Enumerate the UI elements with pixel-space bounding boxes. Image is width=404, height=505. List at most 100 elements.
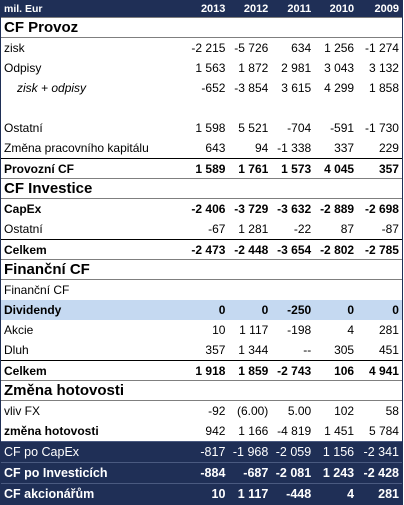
table-row: Dluh 357 1 344 -- 305 451 [1, 340, 402, 360]
value-cell: -2 889 [320, 202, 355, 216]
row-label: CapEx [4, 202, 42, 216]
value-cell: -5 726 [234, 41, 269, 55]
row-label: Ostatní [4, 222, 43, 236]
table-row: Ostatní -67 1 281 -22 87 -87 [1, 219, 402, 239]
value-cell: -1 274 [364, 41, 399, 55]
row-label: Změna pracovního kapitálu [4, 141, 149, 155]
value-cell: 1 117 [239, 323, 269, 337]
table-row: Celkem 1 918 1 859 -2 743 106 4 941 [1, 360, 402, 380]
section-title: CF Investice [4, 180, 93, 197]
value-cell: 106 [334, 363, 355, 378]
row-label: Ostatní [4, 121, 43, 135]
table-row: Celkem -2 473 -2 448 -3 654 -2 802 -2 785 [1, 239, 402, 259]
row-label: zisk + odpisy [17, 81, 87, 95]
value-cell: 281 [378, 323, 399, 337]
unit-label: mil. Eur [4, 2, 43, 15]
value-cell: -3 654 [277, 242, 312, 257]
value-cell: (6.00) [236, 404, 269, 418]
summary-row: CF akcionářům 10 1 117 -448 4 281 [1, 483, 402, 504]
value-cell: 4 941 [368, 363, 399, 378]
value-cell: 1 344 [238, 343, 269, 357]
table-row: Změna pracovního kapitálu 643 94 -1 338 337 2… [1, 138, 402, 158]
value-cell: -22 [293, 222, 312, 236]
summary-value: 281 [378, 487, 399, 501]
section-header: CF Provoz [1, 17, 402, 38]
row-label: Provozní CF [4, 161, 75, 176]
value-cell: 1 573 [281, 161, 312, 176]
summary-value: -2 341 [363, 445, 399, 459]
value-cell: 102 [334, 404, 355, 418]
value-cell: 643 [205, 141, 226, 155]
value-cell: 94 [254, 141, 269, 155]
section-header: Změna hotovosti [1, 380, 402, 401]
value-cell: -2 802 [320, 242, 355, 257]
summary-value: -2 059 [275, 445, 312, 459]
value-cell: -2 785 [364, 242, 399, 257]
value-cell: 1 256 [324, 41, 355, 55]
summary-value: 1 117 [237, 487, 269, 501]
summary-label: CF po CapEx [4, 445, 80, 459]
value-cell: -92 [208, 404, 226, 418]
value-cell: -1 730 [364, 121, 399, 135]
value-cell: -3 854 [234, 81, 269, 95]
value-cell: 5.00 [287, 404, 312, 418]
table-row: Ostatní 1 598 5 521 -704 -591 -1 730 [1, 118, 402, 138]
value-cell: 1 859 [238, 363, 269, 378]
row-label: Celkem [4, 363, 47, 378]
row-label: Celkem [4, 242, 47, 257]
value-cell: -2 698 [364, 202, 399, 216]
summary-label: CF po Investicích [4, 466, 108, 480]
value-cell: -3 729 [234, 202, 269, 216]
summary-value: -687 [243, 466, 269, 480]
value-cell: 451 [378, 343, 399, 357]
value-cell: -652 [201, 81, 226, 95]
value-cell: 1 166 [238, 424, 269, 438]
value-cell: 357 [205, 343, 226, 357]
value-cell: 1 598 [195, 121, 226, 135]
row-label: změna hotovosti [4, 424, 99, 438]
table-row [1, 98, 402, 118]
value-cell: -198 [287, 323, 312, 337]
value-cell: -250 [287, 303, 312, 317]
value-cell: 4 [347, 323, 355, 337]
value-cell: 634 [291, 41, 312, 55]
summary-label: CF akcionářům [4, 487, 95, 501]
value-cell: 4 299 [324, 81, 355, 95]
value-cell: -2 406 [191, 202, 226, 216]
year-header: 2011 [287, 2, 312, 15]
summary-value: 4 [347, 487, 355, 501]
summary-value: -2 428 [363, 466, 399, 480]
value-cell: 1 563 [195, 61, 226, 75]
value-cell: -2 448 [234, 242, 269, 257]
section-header: CF Investice [1, 178, 402, 199]
summary-value: 10 [211, 487, 226, 501]
value-cell: 10 [212, 323, 226, 337]
value-cell: -591 [330, 121, 355, 135]
value-cell: 0 [261, 303, 269, 317]
section-title: Změna hotovosti [4, 382, 125, 399]
value-cell: 1 872 [238, 61, 269, 75]
value-cell: -1 338 [277, 141, 312, 155]
summary-value: -2 081 [275, 466, 312, 480]
section-title: Finanční CF [4, 261, 90, 278]
value-cell: 942 [205, 424, 226, 438]
table-row: změna hotovosti 942 1 166 -4 819 1 451 5 784 [1, 421, 402, 441]
value-cell: 1 451 [324, 424, 355, 438]
value-cell: -2 215 [191, 41, 226, 55]
row-label: Dividendy [4, 303, 62, 317]
section-title: CF Provoz [4, 19, 79, 36]
value-cell: 1 589 [195, 161, 226, 176]
value-cell: 3 615 [281, 81, 312, 95]
summary-value: 1 243 [322, 466, 355, 480]
section-header: Finanční CF [1, 259, 402, 280]
summary-value: 1 156 [322, 445, 355, 459]
header-row: mil. Eur 2013 2012 2011 2010 2009 [1, 0, 402, 17]
value-cell: 1 281 [238, 222, 269, 236]
value-cell: -2 473 [191, 242, 226, 257]
value-cell: 5 521 [238, 121, 269, 135]
table-row: Finanční CF [1, 280, 402, 300]
value-cell: -3 632 [277, 202, 312, 216]
summary-row: CF po CapEx -817 -1 968 -2 059 1 156 -2 341 [1, 441, 402, 462]
table-row: Dividendy 0 0 -250 0 0 [1, 300, 402, 320]
value-cell: 87 [340, 222, 355, 236]
